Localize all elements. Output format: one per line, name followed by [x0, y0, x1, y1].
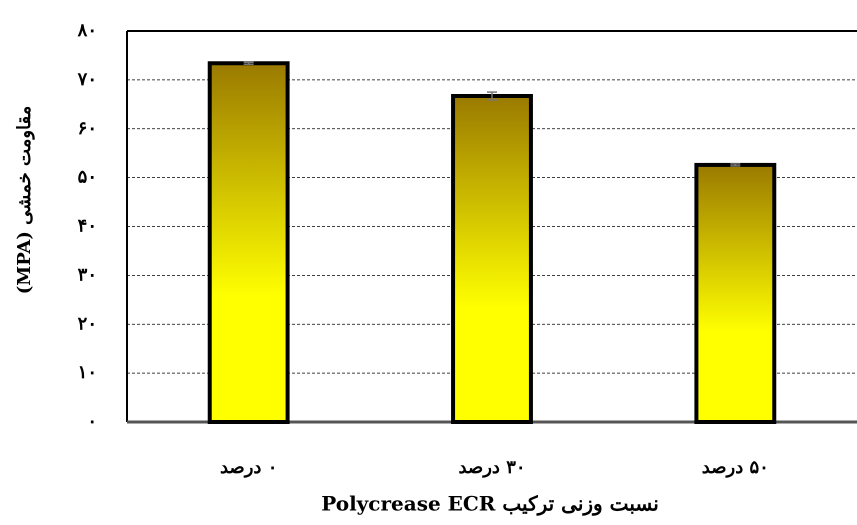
- y-axis-title: مقاومت خمشی (MPA): [14, 106, 35, 295]
- error-bar: [243, 61, 254, 65]
- x-tick-label: ۰ درصد: [220, 457, 277, 478]
- bar: [451, 94, 533, 424]
- y-tick-label: ۲۰: [78, 313, 97, 334]
- y-tick-label: ۴۰: [78, 216, 97, 237]
- y-tick-label: ۸۰: [77, 20, 97, 41]
- x-axis-title: نسبت وزنی ترکیب Polycrease ECR: [321, 492, 659, 517]
- x-tick-label: ۳۰ درصد: [458, 457, 525, 478]
- bar: [207, 61, 290, 424]
- y-tick-label: ۱۰: [78, 362, 97, 383]
- x-tick-label: ۵۰ درصد: [702, 457, 769, 478]
- bar: [694, 162, 777, 424]
- y-tick-label: ۰: [87, 411, 97, 432]
- error-bar: [487, 91, 497, 101]
- y-tick-label: ۶۰: [78, 118, 97, 139]
- y-tick-label: ۳۰: [78, 264, 97, 285]
- error-bar: [730, 163, 741, 167]
- y-tick-label: ۷۰: [77, 69, 97, 90]
- y-tick-label: ۵۰: [78, 167, 97, 188]
